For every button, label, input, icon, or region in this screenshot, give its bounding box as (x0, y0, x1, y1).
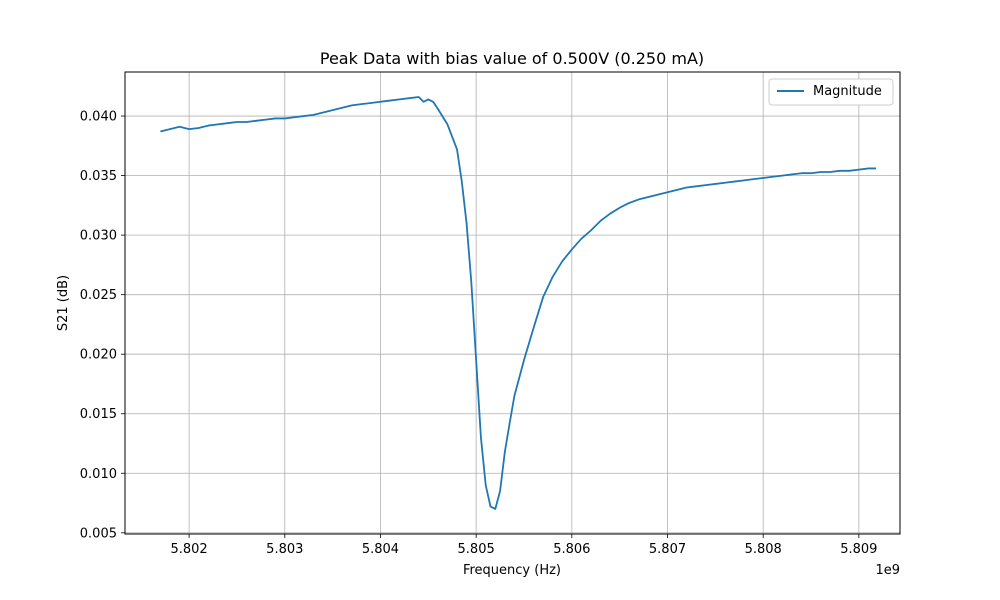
y-tick-label: 0.005 (80, 526, 117, 541)
x-offset-label: 1e9 (875, 563, 900, 578)
grid (125, 72, 900, 534)
y-tick-label: 0.035 (80, 169, 117, 184)
y-tick-label: 0.015 (80, 407, 117, 422)
y-tick-label: 0.030 (80, 229, 117, 244)
legend-box (768, 78, 894, 106)
y-ticks: 0.005 0.010 0.015 0.020 0.025 0.030 0.035 0.040 (80, 110, 125, 541)
y-axis-label: S21 (dB) (56, 275, 71, 331)
legend-label: Magnitude (813, 84, 882, 99)
x-tick-label: 5.803 (266, 542, 303, 557)
x-tick-label: 5.802 (170, 542, 207, 557)
plot-frame (124, 71, 901, 535)
y-tick-label: 0.020 (80, 348, 117, 363)
chart-title: Peak Data with bias value of 0.500V (0.2… (320, 49, 704, 68)
legend: Magnitude (768, 78, 894, 106)
x-tick-label: 5.807 (649, 542, 686, 557)
y-tick-label: 0.040 (80, 110, 117, 125)
x-tick-label: 5.804 (362, 542, 399, 557)
series-line-magnitude (160, 96, 877, 510)
x-ticks: 5.802 5.803 5.804 5.805 5.806 5.807 5.808 5.809 (170, 534, 877, 557)
y-tick-label: 0.010 (80, 467, 117, 482)
x-tick-label: 5.809 (840, 542, 877, 557)
x-tick-label: 5.808 (745, 542, 782, 557)
x-tick-label: 5.805 (458, 542, 495, 557)
series-layer (160, 96, 877, 510)
x-axis-label: Frequency (Hz) (463, 563, 561, 578)
y-tick-label: 0.025 (80, 288, 117, 303)
x-tick-label: 5.806 (553, 542, 590, 557)
